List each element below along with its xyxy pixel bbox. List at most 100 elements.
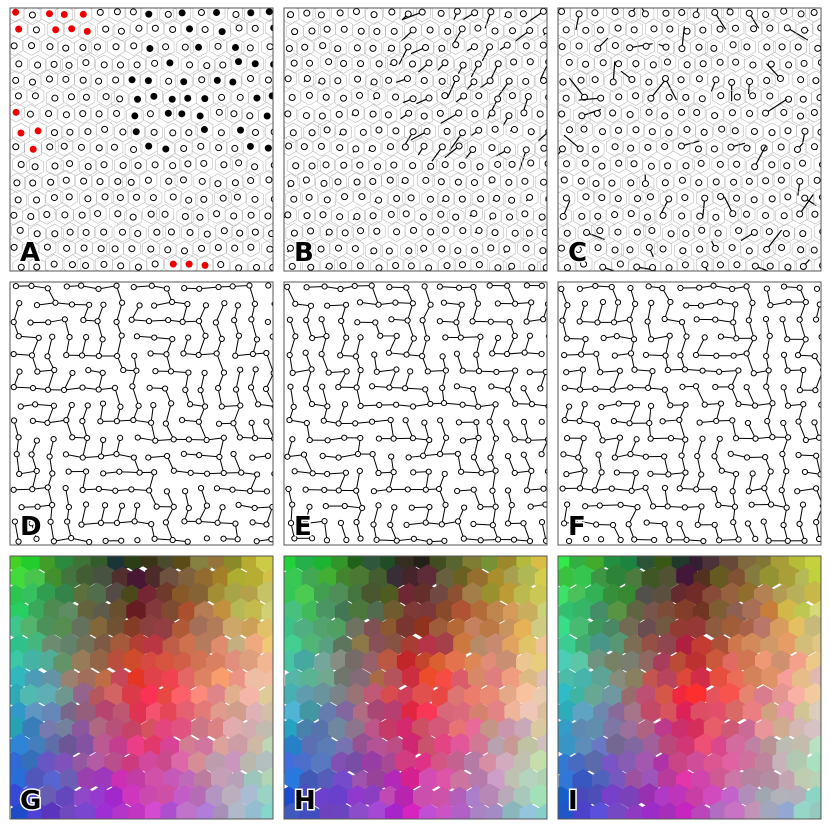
node: [202, 302, 210, 309]
node: [236, 93, 244, 101]
node: [797, 246, 805, 254]
node: [128, 486, 135, 493]
target: [12, 108, 20, 116]
node: [84, 434, 91, 442]
color-cell: [619, 615, 641, 640]
node: [369, 44, 377, 52]
voronoi-cell: [214, 54, 232, 76]
edge: [198, 520, 218, 524]
voronoi-cell: [506, 223, 524, 244]
node: [711, 112, 719, 120]
node: [235, 24, 243, 32]
voronoi-cell: [176, 37, 195, 58]
node: [456, 284, 463, 291]
node: [610, 319, 618, 326]
target: [52, 26, 60, 34]
node: [392, 261, 400, 269]
agent: [180, 78, 188, 86]
node: [659, 285, 666, 292]
node: [118, 228, 126, 236]
color-cell: [686, 750, 708, 775]
node: [712, 178, 720, 186]
node: [14, 92, 22, 100]
node: [198, 76, 206, 84]
node: [762, 211, 770, 219]
voronoi-cell: [381, 169, 399, 191]
node: [666, 332, 673, 339]
node: [592, 145, 600, 153]
node: [661, 142, 669, 150]
edge: [506, 335, 516, 355]
node: [117, 403, 124, 410]
voronoi-cell: [539, 154, 547, 174]
node: [475, 227, 483, 235]
color-cell: [349, 565, 371, 590]
edge: [577, 438, 585, 458]
edge: [376, 369, 397, 373]
node: [354, 75, 362, 83]
node: [642, 351, 650, 359]
node: [440, 299, 448, 306]
node: [746, 78, 754, 86]
voronoi-cell: [24, 172, 42, 194]
color-cell: [402, 665, 424, 690]
panel: A: [9, 7, 274, 272]
voronoi-cell: [574, 253, 593, 271]
node: [626, 44, 634, 52]
color-cell: [345, 750, 367, 775]
node: [229, 486, 236, 493]
node: [626, 246, 634, 254]
node: [459, 61, 467, 69]
voronoi-cell: [284, 204, 297, 226]
node: [699, 435, 706, 442]
node: [335, 420, 342, 427]
node: [128, 316, 135, 323]
color-cell: [694, 733, 716, 758]
voronoi-cell: [192, 8, 211, 23]
node: [763, 285, 770, 292]
node: [200, 195, 208, 203]
node: [263, 349, 270, 357]
target: [29, 145, 37, 153]
node: [523, 487, 531, 494]
node: [290, 59, 298, 67]
node: [335, 110, 343, 118]
node: [50, 60, 58, 68]
node: [404, 486, 411, 493]
voronoi-cell: [414, 206, 433, 228]
node: [49, 501, 56, 509]
panel-border: [283, 555, 548, 820]
color-cell: [75, 801, 97, 819]
node: [509, 27, 517, 35]
color-cell: [284, 802, 303, 819]
node: [710, 145, 718, 153]
node: [562, 26, 570, 34]
node: [369, 383, 376, 390]
voronoi-cell: [660, 257, 678, 271]
color-cell: [327, 784, 349, 809]
edge: [339, 337, 347, 356]
color-cell: [479, 783, 501, 808]
voronoi-cell: [705, 138, 724, 160]
node: [116, 95, 124, 103]
voronoi-cell: [111, 54, 130, 76]
node: [475, 368, 483, 375]
node: [63, 351, 70, 359]
node: [795, 418, 802, 425]
node: [762, 315, 770, 323]
node: [749, 61, 757, 69]
voronoi-cell: [114, 121, 132, 143]
voronoi-cell: [691, 206, 709, 227]
voronoi-cell: [284, 189, 303, 210]
node: [528, 467, 535, 474]
node: [286, 316, 294, 323]
node: [576, 386, 584, 393]
node: [716, 58, 724, 66]
trajectory: [765, 98, 787, 114]
node: [591, 487, 599, 494]
node: [441, 92, 449, 100]
voronoi-cell: [45, 223, 64, 244]
node: [251, 228, 259, 236]
voronoi-cell: [262, 223, 273, 244]
voronoi-cell: [606, 239, 624, 261]
